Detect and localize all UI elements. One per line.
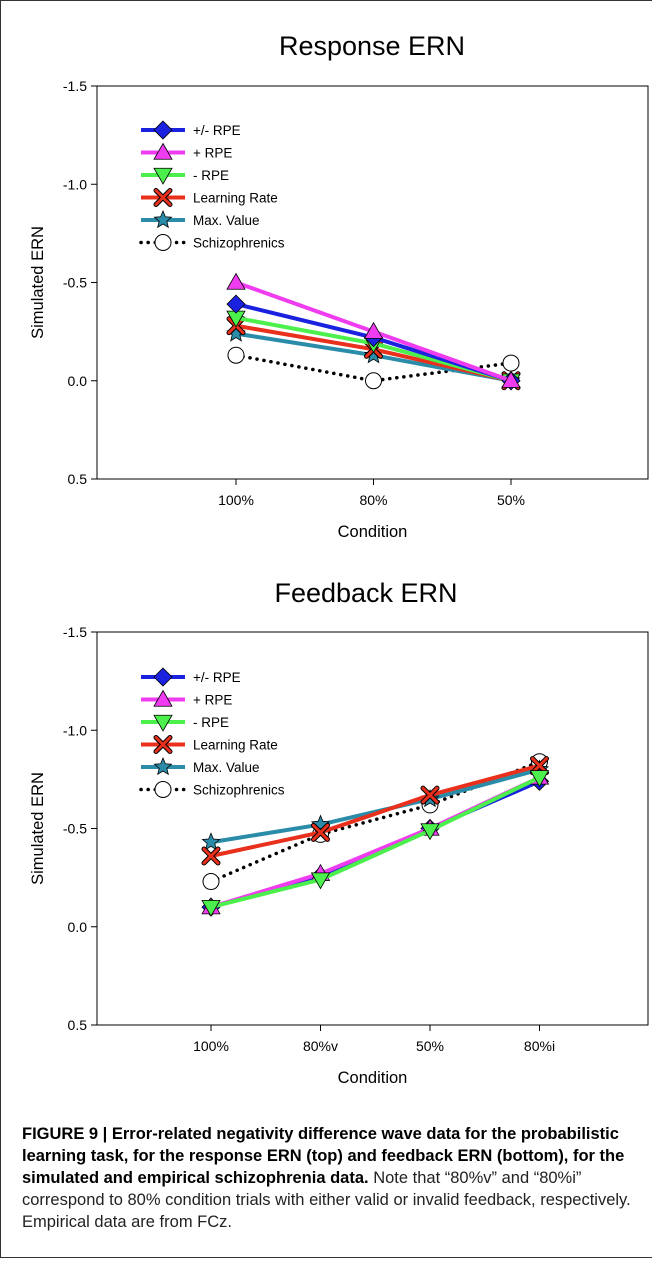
- series-schizophrenics: [227, 346, 520, 390]
- legend-item-max-value: Max. Value: [141, 209, 260, 229]
- legend-label: Max. Value: [193, 760, 260, 775]
- legend-item-learning-rate: Learning Rate: [141, 735, 278, 754]
- chart-title: Response ERN: [279, 31, 465, 61]
- y-tick-label: 0.0: [68, 919, 88, 935]
- legend-label: + RPE: [193, 146, 232, 161]
- legend-label: Learning Rate: [193, 738, 278, 753]
- legend: +/- RPE + RPE - RPE Learning Rate Max. Value…: [139, 120, 285, 251]
- y-tick-label: -1.5: [63, 624, 87, 640]
- response-ern-chart: Response ERN -1.5 -1.0 -0.5 0.0 0.5 100% 80% 50%…: [29, 31, 649, 541]
- legend-label: Max. Value: [193, 213, 260, 228]
- x-axis-label: Condition: [338, 1069, 408, 1087]
- series-rpe: [201, 770, 550, 917]
- data-point-learning-rate: [420, 785, 440, 805]
- legend-label: - RPE: [193, 168, 229, 183]
- legend-marker: [153, 167, 173, 185]
- data-point-rpe: [420, 823, 440, 841]
- y-tick-label: -0.5: [63, 821, 87, 837]
- data-point-rpe: [501, 370, 521, 388]
- data-point-schizophrenics: [227, 346, 245, 364]
- data-point-rpe: [226, 272, 246, 290]
- legend-marker: [153, 142, 173, 160]
- legend-label: Schizophrenics: [193, 236, 285, 251]
- series-line: [210, 763, 541, 858]
- y-axis-label: Simulated ERN: [29, 226, 47, 339]
- x-tick-label-50: 50%: [497, 492, 525, 508]
- plot-frame: [96, 631, 649, 1026]
- data-point-learning-rate: [201, 846, 221, 866]
- x-tick-label-100: 100%: [218, 492, 254, 508]
- x-marker-stroke: [154, 189, 172, 206]
- series-rpe: [226, 272, 521, 388]
- legend-label: - RPE: [193, 715, 229, 730]
- y-axis-label: Simulated ERN: [29, 772, 47, 885]
- legend-item-learning-rate: Learning Rate: [141, 188, 278, 207]
- legend-marker: [153, 735, 173, 754]
- legend-marker: [153, 667, 173, 687]
- legend-marker: [153, 209, 173, 229]
- y-tick-label: 0.0: [68, 373, 88, 389]
- legend-marker: [153, 120, 173, 140]
- legend-item-rpe: + RPE: [141, 142, 232, 161]
- legend-item-rpe: + RPE: [141, 689, 232, 708]
- legend-item-rpe: - RPE: [141, 714, 229, 732]
- legend-marker: [153, 689, 173, 707]
- y-tick-label: 0.5: [68, 1017, 88, 1033]
- x-marker-stroke: [202, 847, 220, 865]
- legend-item-max-value: Max. Value: [141, 756, 260, 776]
- figure-caption: FIGURE 9 | Error-related negativity diff…: [22, 1123, 650, 1233]
- data-point-rpe: [226, 294, 246, 314]
- legend-label: Learning Rate: [193, 191, 278, 206]
- x-tick-label-80-i: 80%i: [524, 1038, 555, 1054]
- data-point-schizophrenics: [502, 354, 520, 372]
- legend-marker: [153, 714, 173, 732]
- legend-marker: [153, 188, 173, 207]
- legend-marker: [154, 781, 172, 798]
- legend-item-rpe: - RPE: [141, 167, 229, 185]
- x-marker-stroke: [421, 786, 439, 804]
- data-point-rpe: [201, 899, 221, 917]
- y-tick-label: -1.0: [63, 176, 87, 192]
- caption-bold: FIGURE 9 | Error-related negativity diff…: [22, 1125, 625, 1187]
- legend-label: +/- RPE: [193, 123, 241, 138]
- data-point-learning-rate: [311, 822, 330, 842]
- legend-item-rpe: +/- RPE: [141, 667, 241, 687]
- legend-item-schizophrenics: Schizophrenics: [139, 234, 285, 251]
- series-line: [210, 775, 541, 910]
- x-tick-label-100: 100%: [193, 1038, 229, 1054]
- data-point-rpe: [363, 321, 384, 339]
- chart-title: Feedback ERN: [274, 578, 457, 608]
- data-point-schizophrenics: [202, 873, 220, 891]
- x-marker-stroke: [312, 823, 329, 841]
- data-point-max-value: [201, 832, 221, 851]
- x-tick-label-50: 50%: [416, 1038, 444, 1054]
- data-point-rpe: [529, 770, 550, 788]
- legend-item-schizophrenics: Schizophrenics: [139, 781, 285, 798]
- data-point-rpe: [310, 872, 331, 890]
- legend-label: Schizophrenics: [193, 783, 285, 798]
- legend-item-rpe: +/- RPE: [141, 120, 241, 140]
- legend-marker: [154, 234, 172, 251]
- data-point-schizophrenics: [365, 372, 382, 390]
- x-marker-stroke: [154, 736, 172, 753]
- x-axis-label: Condition: [338, 523, 408, 541]
- plot-frame: [96, 85, 649, 480]
- legend-label: + RPE: [193, 693, 232, 708]
- y-tick-label: -1.0: [63, 722, 87, 738]
- x-tick-label-80: 80%: [359, 492, 387, 508]
- legend-marker: [153, 756, 173, 776]
- legend: +/- RPE + RPE - RPE Learning Rate Max. Value…: [139, 667, 285, 798]
- caption-normal: Note that “80%v” and “80%i” correspond t…: [22, 1169, 631, 1231]
- y-tick-label: 0.5: [68, 471, 88, 487]
- x-tick-label-80-v: 80%v: [303, 1038, 338, 1054]
- y-tick-label: -1.5: [63, 78, 87, 94]
- feedback-ern-chart: Feedback ERN -1.5 -1.0 -0.5 0.0 0.5 100% 80%v 50…: [29, 578, 649, 1087]
- legend-label: +/- RPE: [193, 670, 241, 685]
- y-tick-label: -0.5: [63, 275, 87, 291]
